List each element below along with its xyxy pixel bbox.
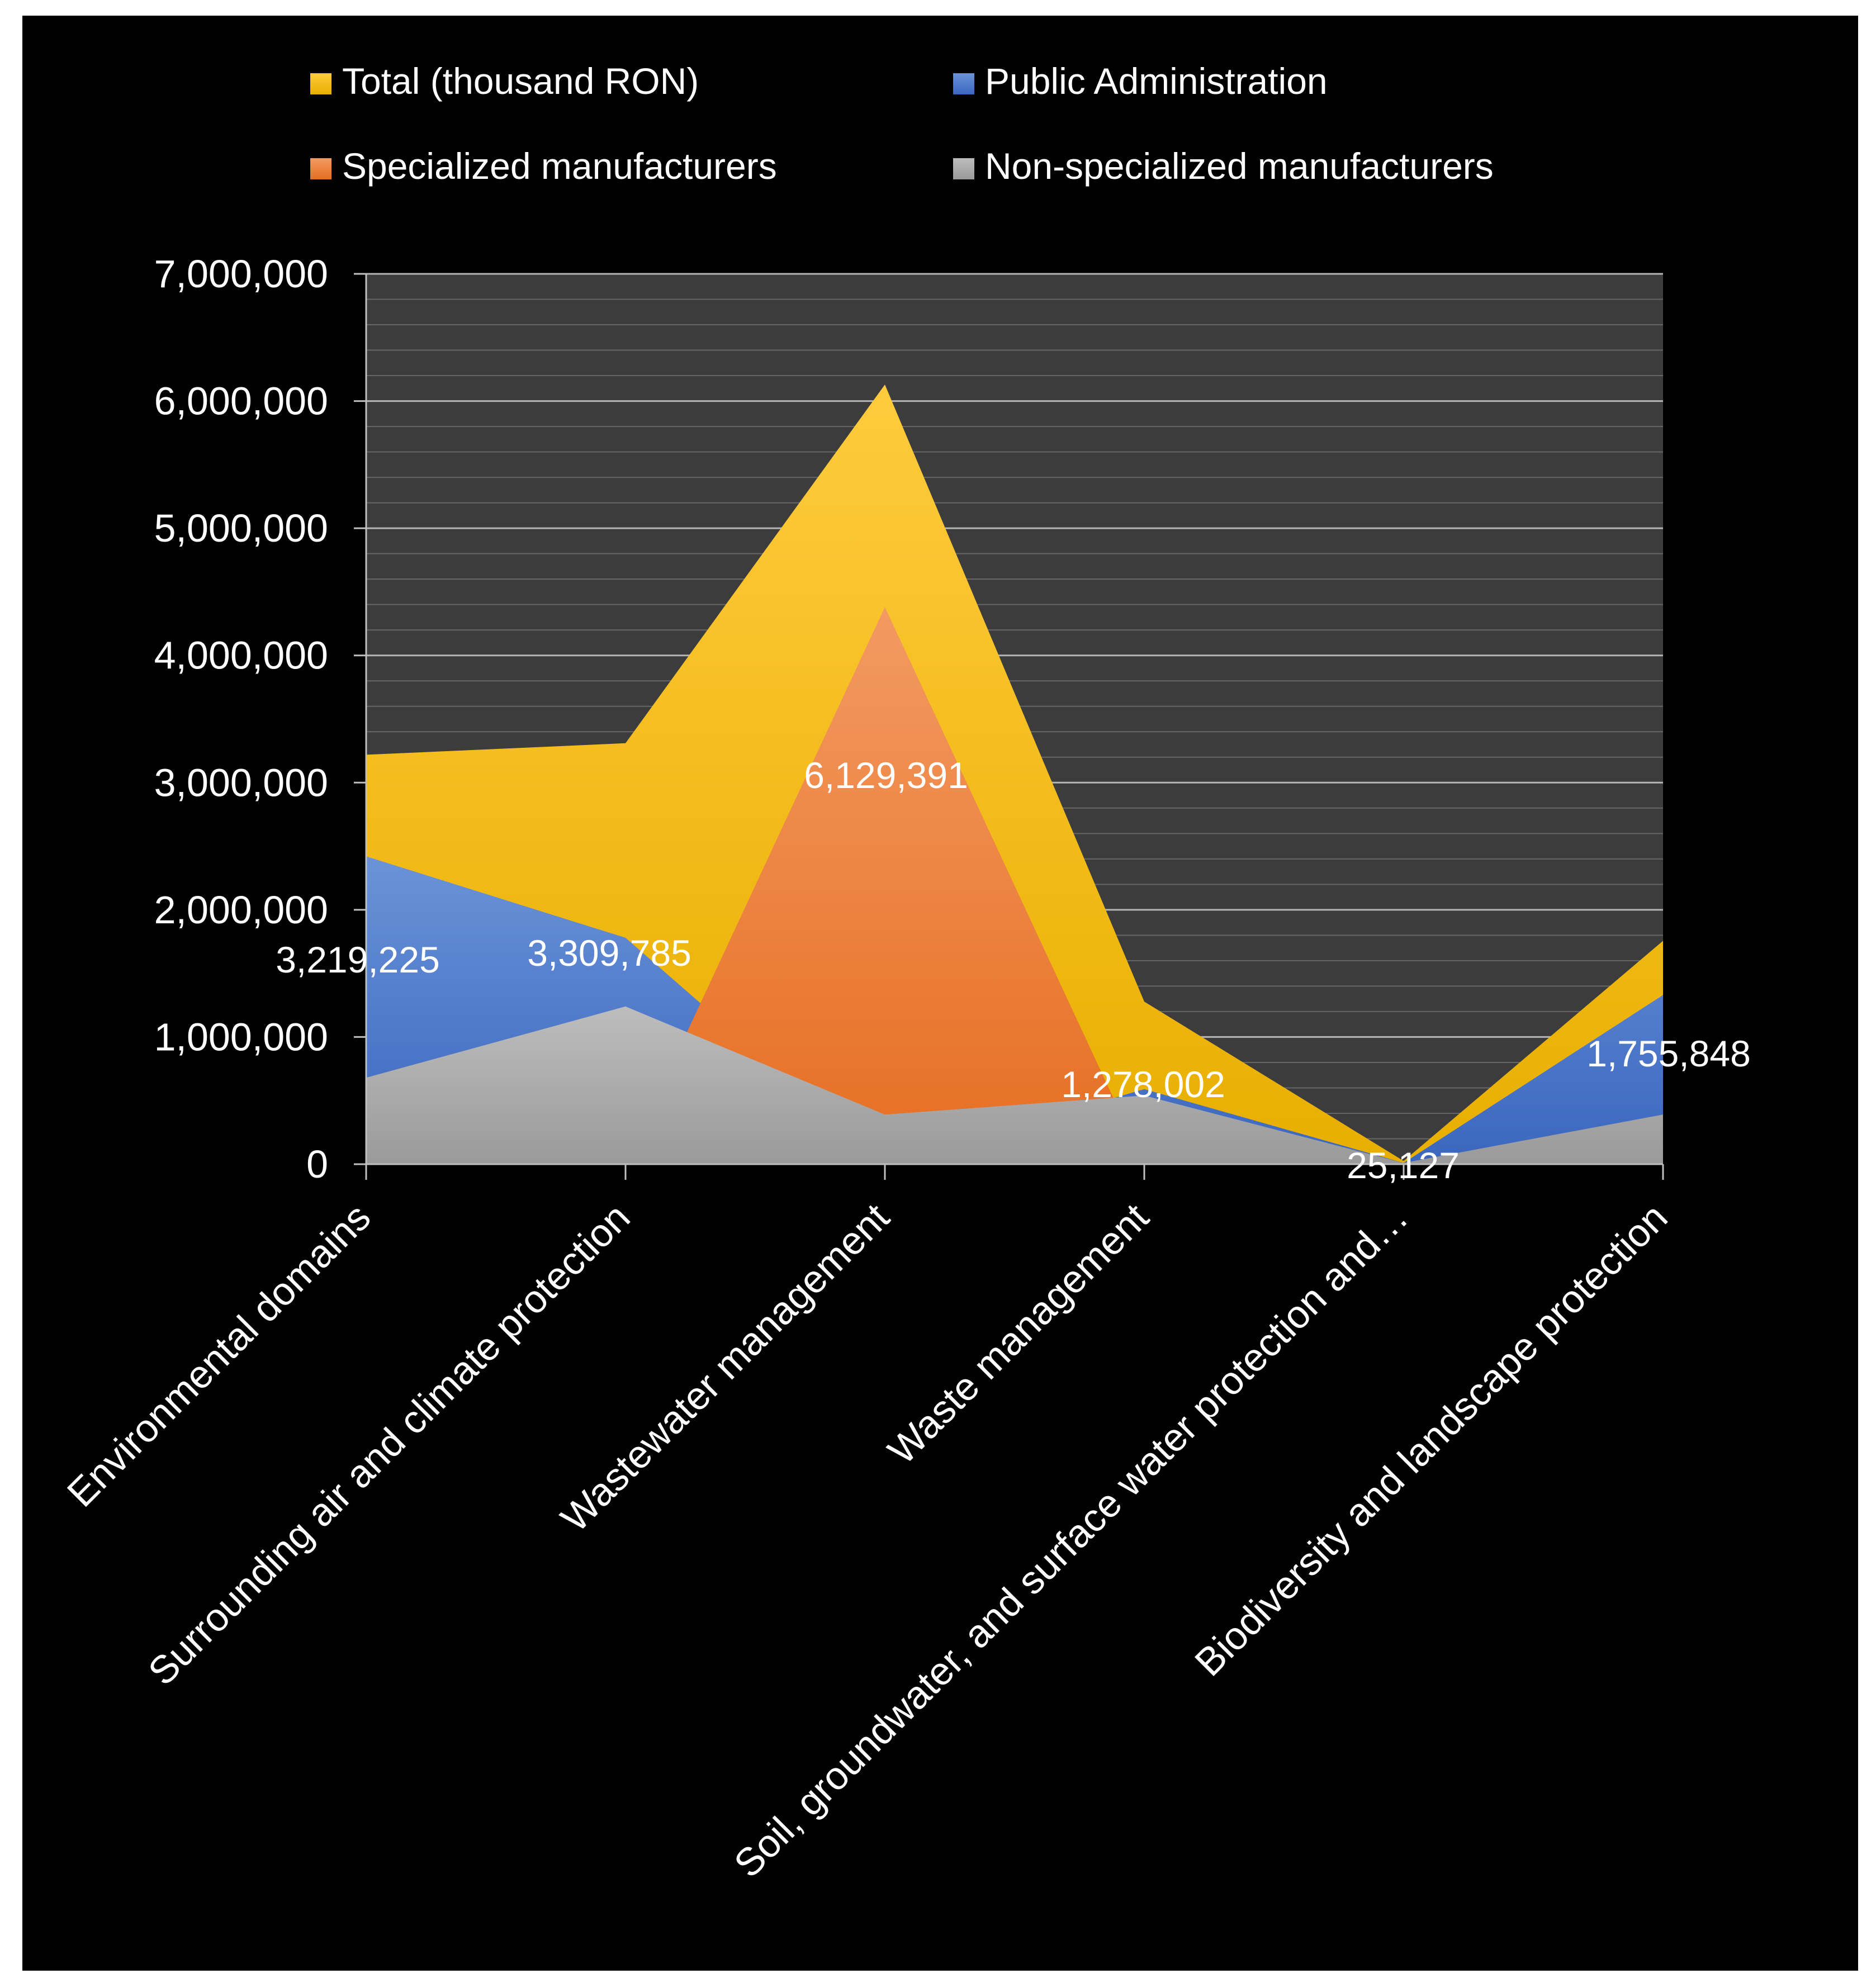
area-series — [366, 385, 1663, 1164]
legend-item-specialized-manufacturers: Specialized manufacturers — [310, 145, 777, 187]
legend-item-public-administration: Public Administration — [953, 60, 1328, 102]
y-axis-tick-label: 5,000,000 — [154, 506, 328, 550]
y-axis-tick-label: 2,000,000 — [154, 888, 328, 932]
area-specialized-manufacturers — [366, 607, 1663, 1164]
legend-label-specialized-manufacturers: Specialized manufacturers — [342, 145, 777, 187]
data-label: 25,127 — [1347, 1145, 1460, 1186]
legend-swatch-public-administration — [953, 73, 974, 94]
legend-swatch-non-specialized-manufacturers — [953, 158, 974, 179]
y-axis-tick-labels: 0 1,000,000 2,000,000 3,000,000 4,000,000 5,0… — [154, 252, 328, 1186]
data-label: 6,129,391 — [804, 755, 968, 796]
legend-label-total: Total (thousand RON) — [342, 60, 699, 102]
legend-label-non-specialized-manufacturers: Non-specialized manufacturers — [985, 145, 1494, 187]
y-axis-tick-label: 1,000,000 — [154, 1015, 328, 1059]
y-axis-tick-label: 4,000,000 — [154, 634, 328, 677]
y-axis-tick-label: 7,000,000 — [154, 252, 328, 296]
area-non-specialized-manufacturers — [366, 1006, 1663, 1164]
data-label: 1,755,848 — [1586, 1033, 1751, 1074]
area-total — [366, 385, 1663, 1164]
legend: Total (thousand RON) Public Administrati… — [310, 60, 1494, 187]
y-axis-tick-label: 0 — [306, 1142, 328, 1186]
legend-item-total: Total (thousand RON) — [310, 60, 699, 102]
data-label: 1,278,002 — [1061, 1064, 1225, 1105]
legend-item-non-specialized-manufacturers: Non-specialized manufacturers — [953, 145, 1494, 187]
axes — [354, 273, 1664, 1180]
legend-swatch-specialized-manufacturers — [310, 158, 331, 179]
y-axis-tick-label: 3,000,000 — [154, 761, 328, 804]
y-axis-tick-label: 6,000,000 — [154, 379, 328, 423]
legend-swatch-total — [310, 73, 331, 94]
legend-label-public-administration: Public Administration — [985, 60, 1328, 102]
data-label: 3,219,225 — [276, 939, 440, 980]
data-labels: 3,219,225 3,309,785 6,129,391 1,278,002 25,1… — [276, 755, 1751, 1186]
data-label: 3,309,785 — [527, 932, 691, 974]
